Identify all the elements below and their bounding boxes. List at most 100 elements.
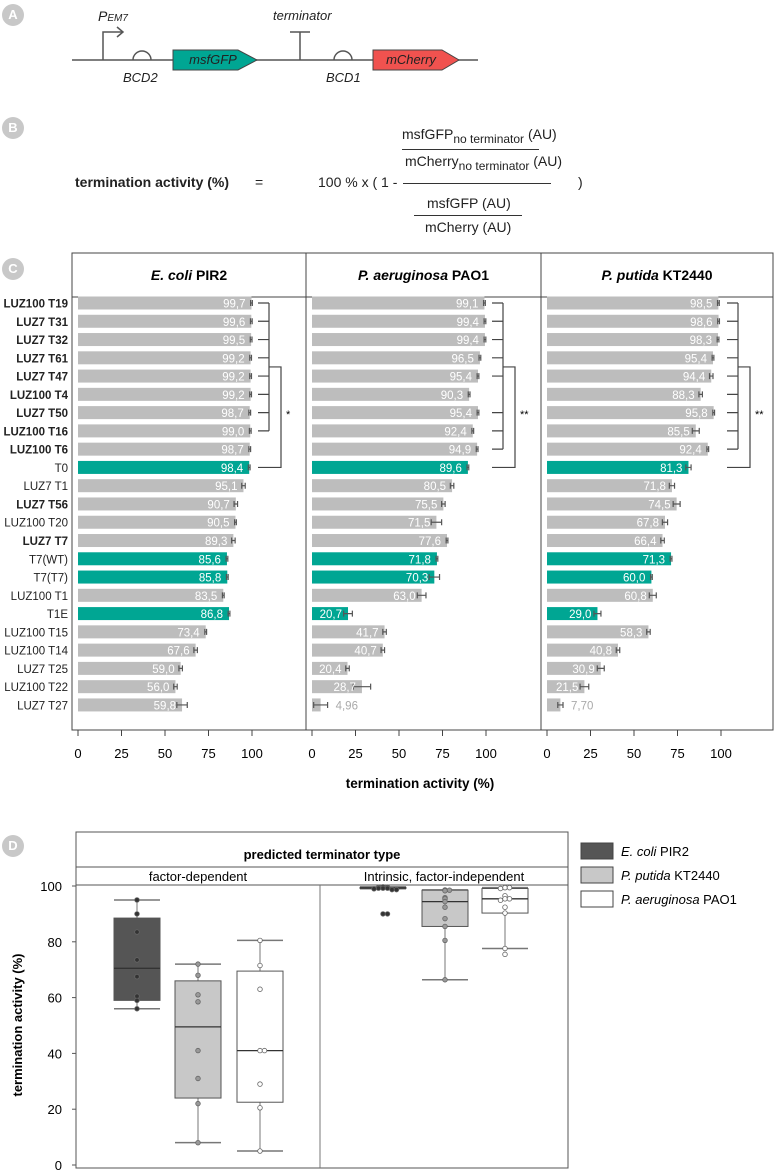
bar bbox=[312, 424, 473, 438]
bar-value-label: 95,4 bbox=[450, 408, 473, 420]
bar bbox=[78, 296, 252, 310]
data-point bbox=[393, 886, 400, 893]
data-point bbox=[134, 957, 140, 963]
significance-marker: * bbox=[286, 409, 291, 421]
rbs1-icon bbox=[132, 50, 152, 61]
bar-value-label: 83,5 bbox=[195, 591, 217, 603]
x-tick-label: 100 bbox=[710, 746, 732, 761]
bar-value-label: 40,7 bbox=[354, 646, 376, 658]
bar-value-label: 81,3 bbox=[660, 463, 682, 475]
data-point bbox=[502, 884, 508, 891]
bar bbox=[78, 515, 236, 529]
error-bar bbox=[313, 701, 329, 708]
row-label: LUZ100 T16 bbox=[3, 426, 68, 438]
error-bar bbox=[557, 701, 564, 708]
bar-value-label: 98,4 bbox=[221, 463, 244, 475]
bar-value-label: 71,5 bbox=[408, 518, 430, 530]
bar-value-label: 94,9 bbox=[449, 445, 471, 457]
data-point bbox=[380, 885, 386, 891]
bar bbox=[78, 351, 251, 365]
data-point bbox=[442, 937, 448, 944]
bar-value-label: 95,4 bbox=[685, 353, 708, 365]
error-bar bbox=[596, 665, 605, 672]
legend-label: P. aeruginosa PAO1 bbox=[621, 892, 737, 907]
bar-value-label: 89,3 bbox=[205, 536, 227, 548]
x-tick-label: 0 bbox=[543, 746, 550, 761]
bar-value-label: 67,6 bbox=[167, 646, 189, 658]
bar bbox=[547, 552, 672, 566]
bar-value-label: 60,0 bbox=[623, 573, 645, 585]
bar bbox=[547, 625, 649, 639]
bar bbox=[78, 588, 224, 602]
data-point bbox=[442, 923, 448, 930]
data-point bbox=[257, 1148, 263, 1154]
data-point bbox=[195, 972, 201, 978]
bar-value-label: 92,4 bbox=[679, 445, 702, 457]
row-label: LUZ7 T56 bbox=[16, 499, 68, 511]
data-point bbox=[257, 1105, 263, 1111]
bar-value-label: 99,2 bbox=[222, 353, 244, 365]
bar bbox=[78, 424, 251, 438]
bar-value-label: 86,8 bbox=[201, 609, 223, 621]
data-point bbox=[195, 1075, 201, 1082]
bar-value-label: 99,2 bbox=[222, 390, 244, 402]
bar-value-label: 98,3 bbox=[690, 335, 712, 347]
bar-value-label: 20,4 bbox=[319, 664, 342, 676]
bar bbox=[312, 479, 453, 493]
error-bar bbox=[231, 537, 236, 544]
bar-value-label: 90,3 bbox=[441, 390, 463, 402]
bar-value-label: 85,6 bbox=[199, 554, 221, 566]
bar bbox=[78, 607, 230, 621]
bar bbox=[78, 333, 252, 347]
bar-value-label: 88,3 bbox=[672, 390, 694, 402]
error-bar bbox=[466, 464, 470, 471]
error-bar bbox=[430, 519, 443, 526]
error-bar bbox=[435, 555, 439, 562]
bar-value-label: 85,5 bbox=[667, 426, 689, 438]
error-bar bbox=[475, 446, 479, 453]
row-label: LUZ100 T20 bbox=[4, 518, 68, 530]
bar bbox=[312, 680, 362, 694]
data-point bbox=[257, 962, 263, 969]
bar-value-label: 89,6 bbox=[440, 463, 462, 475]
bar-value-label: 95,8 bbox=[685, 408, 707, 420]
x-tick-label: 25 bbox=[583, 746, 597, 761]
data-point bbox=[195, 1100, 201, 1107]
data-point bbox=[442, 904, 448, 910]
bar bbox=[78, 698, 183, 712]
data-point bbox=[134, 929, 140, 935]
formula-close: ) bbox=[578, 174, 583, 190]
error-bar bbox=[248, 409, 252, 416]
data-point bbox=[442, 915, 448, 922]
box-plot-title: predicted terminator type bbox=[244, 847, 401, 862]
data-point bbox=[506, 896, 513, 902]
error-bar bbox=[441, 500, 446, 507]
error-bar bbox=[445, 537, 449, 544]
row-label: LUZ100 T22 bbox=[4, 682, 68, 694]
terminator-icon bbox=[290, 31, 310, 60]
data-point bbox=[497, 885, 504, 892]
bar bbox=[547, 643, 618, 657]
data-point bbox=[497, 897, 504, 903]
panel-title: E. coli PIR2 bbox=[151, 267, 227, 283]
bar-value-label: 75,5 bbox=[415, 499, 437, 511]
bar bbox=[78, 680, 176, 694]
bar-value-label: 95,4 bbox=[450, 372, 473, 384]
data-point bbox=[257, 937, 263, 944]
bar bbox=[312, 515, 437, 529]
error-bar bbox=[234, 519, 237, 526]
error-bar bbox=[345, 665, 350, 672]
bar-value-label: 85,8 bbox=[199, 573, 221, 585]
error-bar bbox=[685, 464, 692, 471]
bar bbox=[312, 625, 385, 639]
data-point bbox=[195, 992, 201, 998]
row-label: T1E bbox=[47, 609, 68, 621]
bar-value-label: 99,4 bbox=[457, 335, 480, 347]
bar bbox=[78, 552, 227, 566]
error-bar bbox=[382, 628, 387, 635]
bar bbox=[312, 643, 383, 657]
bar-value-label: 71,3 bbox=[643, 554, 665, 566]
data-point bbox=[384, 911, 391, 917]
bar-value-label: 41,7 bbox=[356, 627, 378, 639]
